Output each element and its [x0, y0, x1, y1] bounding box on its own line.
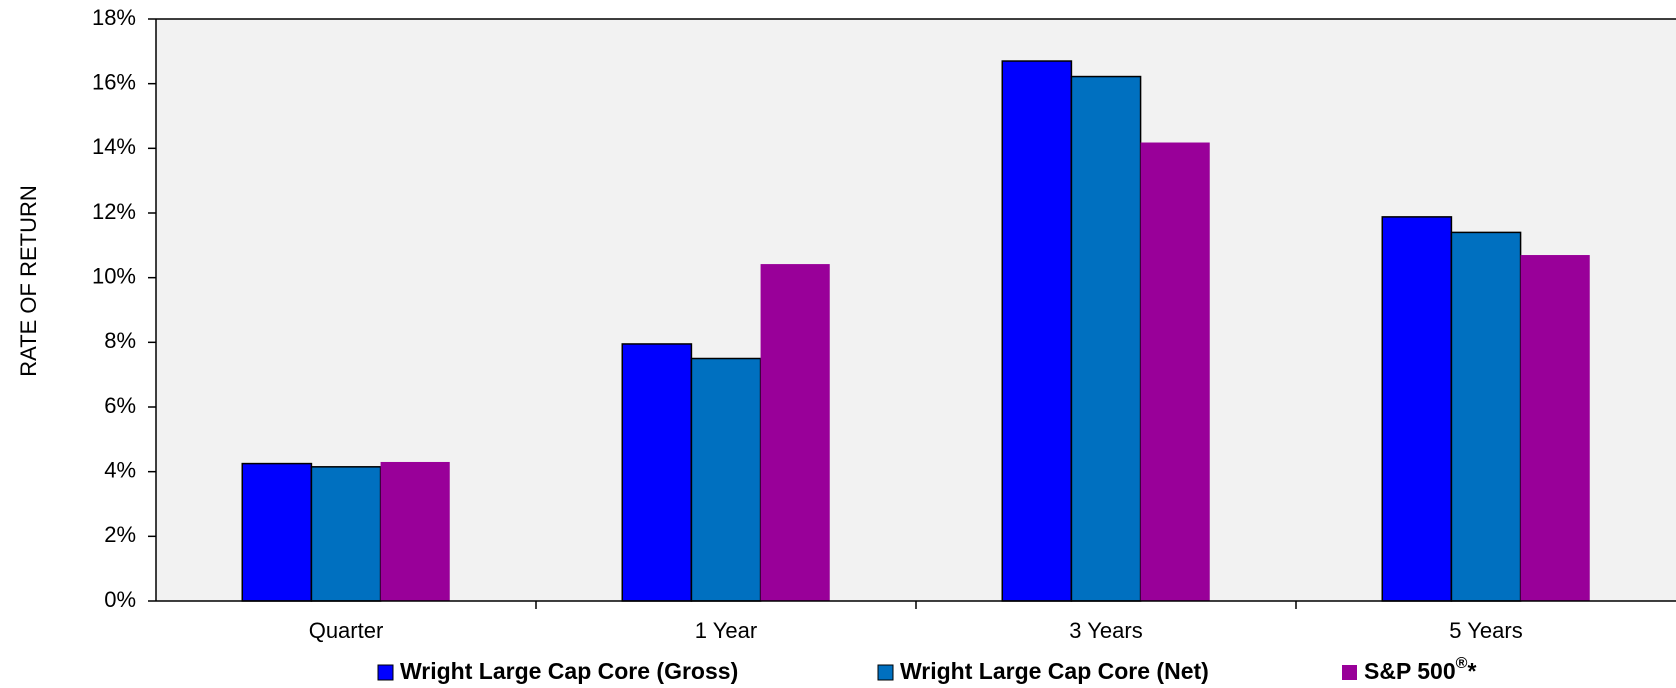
y-tick-label: 2% — [104, 522, 136, 547]
legend: Wright Large Cap Core (Gross) Wright Larg… — [377, 655, 1476, 684]
y-tick-label: 4% — [104, 457, 136, 482]
bars-group — [241, 60, 1590, 602]
bar-2-5-years — [1450, 231, 1522, 602]
bar-3-1-year — [760, 264, 830, 601]
x-tick-label: 5 Years — [1449, 618, 1522, 643]
legend-swatch-2 — [877, 664, 894, 681]
bar-1-5-years — [1381, 216, 1453, 602]
bar-2-1-year — [690, 357, 762, 602]
legend-series-name: Wright Large Cap Core (Gross) — [400, 658, 738, 684]
legend-suffix: * — [1467, 658, 1476, 684]
y-axis-ticks: 0% 2% 4% 6% 8% 10% 12% 14% 16% 18% — [92, 5, 156, 612]
bar-2-quarter — [310, 466, 382, 602]
bar-3-3-years — [1140, 142, 1210, 601]
legend-swatch-3 — [1342, 665, 1357, 680]
x-axis-ticks: Quarter 1 Year 3 Years 5 Years — [309, 601, 1523, 643]
y-tick-label: 0% — [104, 587, 136, 612]
y-tick-label: 12% — [92, 199, 136, 224]
x-tick-label: 3 Years — [1069, 618, 1142, 643]
legend-label-3: S&P 500®* — [1364, 655, 1476, 684]
x-tick-label: 1 Year — [695, 618, 757, 643]
bar-3-quarter — [380, 461, 450, 601]
bar-1-3-years — [1001, 60, 1073, 602]
legend-superscript: ® — [1456, 655, 1468, 672]
legend-swatch-1 — [377, 664, 394, 681]
bar-2-3-years — [1070, 75, 1142, 602]
bar-1-1-year — [621, 343, 693, 602]
legend-series-name: Wright Large Cap Core (Net) — [900, 658, 1209, 684]
legend-label-2: Wright Large Cap Core (Net) — [900, 658, 1209, 684]
x-tick-label: Quarter — [309, 618, 384, 643]
y-tick-label: 14% — [92, 134, 136, 159]
y-tick-label: 6% — [104, 393, 136, 418]
legend-label-1: Wright Large Cap Core (Gross) — [400, 658, 738, 684]
bar-1-quarter — [241, 462, 313, 602]
y-tick-label: 10% — [92, 263, 136, 288]
y-axis-title: RATE OF RETURN — [16, 185, 41, 376]
y-tick-label: 8% — [104, 328, 136, 353]
y-tick-label: 16% — [92, 69, 136, 94]
y-tick-label: 18% — [92, 5, 136, 30]
legend-series-name: S&P 500 — [1364, 658, 1456, 684]
bar-3-5-years — [1520, 255, 1590, 602]
